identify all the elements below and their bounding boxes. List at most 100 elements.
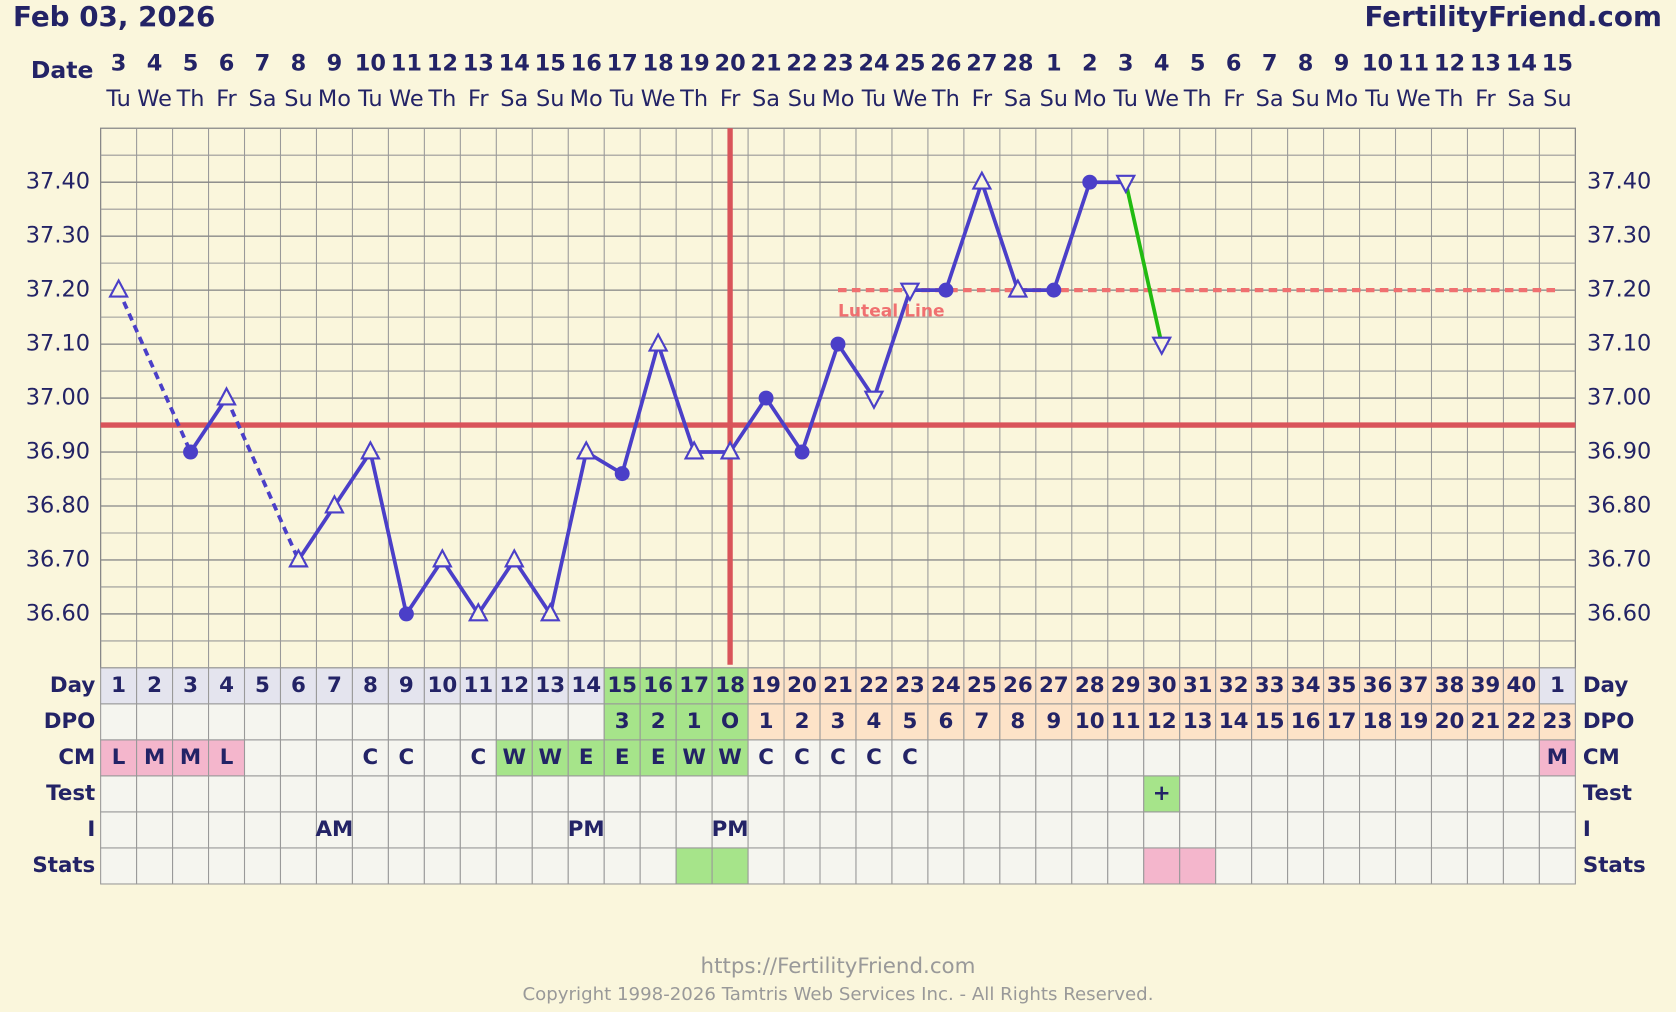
table-cell — [783, 811, 821, 849]
temp-point — [1007, 278, 1029, 298]
temp-point — [683, 440, 705, 460]
weekday-label: We — [389, 86, 424, 112]
table-cell — [1071, 775, 1109, 813]
date-label: 27 — [966, 51, 997, 77]
table-cell — [891, 811, 929, 849]
temp-point — [288, 548, 309, 568]
table-cell — [999, 847, 1037, 885]
table-cell — [423, 703, 461, 741]
table-cell — [1466, 811, 1504, 849]
table-cell — [243, 847, 282, 885]
cell-text: 25 — [967, 673, 997, 698]
table-cell — [1215, 739, 1253, 777]
table-cell — [783, 775, 821, 813]
cell-text: 14 — [1219, 709, 1249, 734]
cell-text: 22 — [1507, 709, 1537, 734]
cell-text: M — [180, 745, 201, 770]
table-cell — [963, 667, 1001, 705]
table-cell — [891, 775, 929, 813]
table-cell — [459, 811, 497, 849]
cell-text: 1 — [111, 673, 126, 698]
cell-text: W — [682, 745, 706, 770]
table-cell — [819, 811, 857, 849]
cell-text: 13 — [535, 673, 565, 698]
table-cell — [387, 703, 425, 741]
table-cell — [747, 811, 785, 849]
table-cell — [1251, 847, 1289, 885]
table-cell — [567, 667, 605, 705]
table-cell — [495, 811, 533, 849]
weekday-label: Fr — [216, 86, 237, 112]
table-cell — [999, 811, 1037, 849]
weekday-label: Sa — [248, 86, 276, 112]
y-tick-label-right: 36.70 — [1587, 546, 1651, 572]
table-cell — [279, 775, 317, 813]
cell-text: 30 — [1147, 673, 1177, 698]
cell-text: W — [718, 745, 742, 770]
date-label: 17 — [607, 51, 638, 77]
table-cell — [819, 667, 857, 705]
weekday-label: Fr — [468, 86, 489, 112]
table-cell — [747, 847, 785, 885]
cell-text: C — [794, 745, 810, 770]
weekday-label: Tu — [357, 86, 383, 112]
table-cell — [100, 739, 138, 777]
table-cell — [1466, 847, 1504, 885]
weekday-label: Mo — [821, 86, 854, 112]
table-cell — [711, 703, 749, 741]
row-label-right: Test — [1583, 781, 1632, 806]
table-cell — [1359, 667, 1397, 705]
weekday-label: Su — [788, 86, 816, 112]
weekday-label: Su — [284, 86, 312, 112]
cell-text: 40 — [1507, 673, 1537, 698]
cell-text: 36 — [1363, 673, 1393, 698]
weekday-label: Su — [1291, 86, 1319, 112]
table-cell — [1323, 667, 1361, 705]
cell-text: 12 — [499, 673, 529, 698]
row-label-right: Day — [1583, 673, 1628, 698]
temp-point — [360, 440, 381, 460]
table-cell — [927, 775, 965, 813]
table-cell — [747, 703, 785, 741]
last-segment — [1123, 181, 1164, 345]
table-cell — [100, 775, 138, 813]
weekday-label: We — [1396, 86, 1431, 112]
table-cell — [1538, 847, 1576, 885]
table-cell — [136, 775, 174, 813]
table-cell — [855, 667, 893, 705]
table-cell — [603, 775, 641, 813]
cell-text: 6 — [291, 673, 306, 698]
cell-text: 9 — [399, 673, 414, 698]
cell-text: 38 — [1435, 673, 1465, 698]
table-cell — [1394, 811, 1433, 849]
cell-text: 23 — [1543, 709, 1573, 734]
table-cell — [711, 847, 749, 885]
cell-text: 33 — [1255, 673, 1285, 698]
row-label: I — [87, 817, 95, 842]
cell-text: 1 — [759, 709, 774, 734]
weekday-label: Th — [1435, 86, 1464, 112]
table-cell — [1466, 739, 1504, 777]
table-cell — [1143, 739, 1181, 777]
date-label: 16 — [571, 51, 602, 77]
table-cell — [1359, 847, 1397, 885]
y-tick-label: 37.30 — [26, 223, 90, 249]
cell-text: 6 — [938, 709, 953, 734]
weekday-label: We — [893, 86, 928, 112]
table-cell — [387, 811, 425, 849]
table-cell — [351, 775, 389, 813]
table-cell — [243, 811, 282, 849]
table-cell — [1323, 739, 1361, 777]
weekday-label: We — [1144, 86, 1179, 112]
table-cell — [1538, 775, 1576, 813]
table-cell — [1107, 775, 1145, 813]
temp-line — [189, 397, 229, 454]
y-tick-label: 37.10 — [26, 331, 90, 357]
table-cell — [1287, 847, 1325, 885]
table-cell — [531, 847, 569, 885]
temp-point — [398, 606, 414, 622]
row-label-right: CM — [1583, 745, 1620, 770]
temp-point — [758, 390, 774, 406]
table-cell — [855, 847, 893, 885]
weekday-label: Sa — [1004, 86, 1032, 112]
